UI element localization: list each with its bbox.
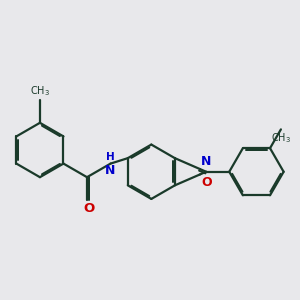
Text: N: N [105, 164, 116, 177]
Text: CH$_3$: CH$_3$ [271, 131, 291, 145]
Text: O: O [201, 176, 212, 189]
Text: N: N [201, 154, 211, 168]
Text: O: O [84, 202, 95, 215]
Text: CH$_3$: CH$_3$ [30, 84, 50, 98]
Text: H: H [106, 152, 115, 162]
